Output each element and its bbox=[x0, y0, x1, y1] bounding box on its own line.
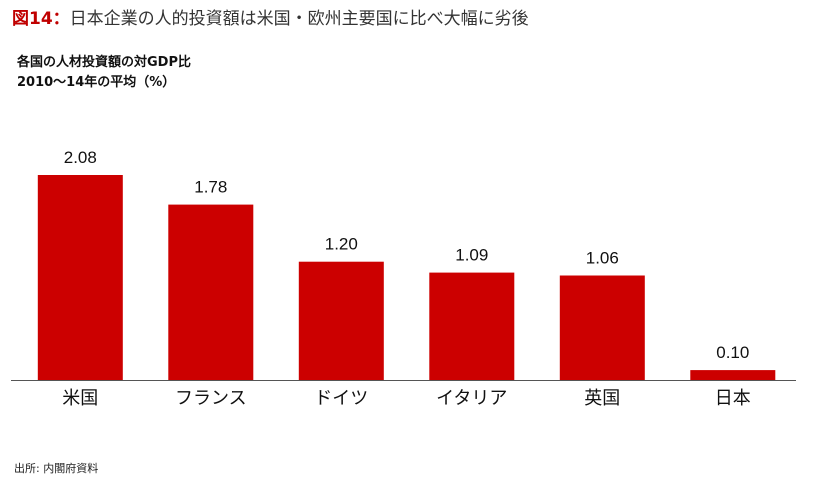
figure-colon: ： bbox=[52, 9, 70, 29]
value-labels-layer: 2.08 1.78 1.20 1.09 1.06 0.10 bbox=[64, 148, 750, 362]
value-label-3: 1.09 bbox=[455, 246, 488, 265]
category-label-0: 米国 bbox=[62, 388, 98, 409]
value-label-0: 2.08 bbox=[64, 148, 97, 167]
category-label-2: ドイツ bbox=[314, 388, 368, 409]
bar-2 bbox=[298, 261, 384, 380]
bar-3 bbox=[429, 272, 515, 380]
value-label-5: 0.10 bbox=[716, 343, 749, 362]
bar-0 bbox=[37, 175, 123, 380]
category-label-4: 英国 bbox=[584, 388, 620, 409]
figure-title-text: 日本企業の人的投資額は米国・欧州主要国に比べ大幅に劣後 bbox=[69, 9, 529, 29]
category-label-3: イタリア bbox=[436, 388, 507, 409]
figure-label: 図14 bbox=[12, 9, 53, 29]
source-note: 出所: 内閣府資料 bbox=[14, 462, 99, 475]
value-label-1: 1.78 bbox=[194, 178, 227, 197]
category-label-1: フランス bbox=[175, 388, 247, 409]
bar-4 bbox=[559, 275, 645, 380]
bar-5 bbox=[690, 370, 776, 380]
bars-layer bbox=[37, 175, 776, 380]
category-label-5: 日本 bbox=[715, 388, 751, 409]
category-labels-layer: 米国 フランス ドイツ イタリア 英国 日本 bbox=[62, 388, 751, 409]
value-label-4: 1.06 bbox=[586, 249, 619, 268]
chart-subtitle-line1: 各国の人材投資額の対GDP比 bbox=[17, 55, 191, 70]
value-label-2: 1.20 bbox=[325, 235, 358, 254]
bar-1 bbox=[168, 204, 254, 380]
chart-subtitle-line2: 2010〜14年の平均（%） bbox=[17, 75, 176, 90]
figure-title: 図14：日本企業の人的投資額は米国・欧州主要国に比べ大幅に劣後 bbox=[12, 8, 529, 30]
